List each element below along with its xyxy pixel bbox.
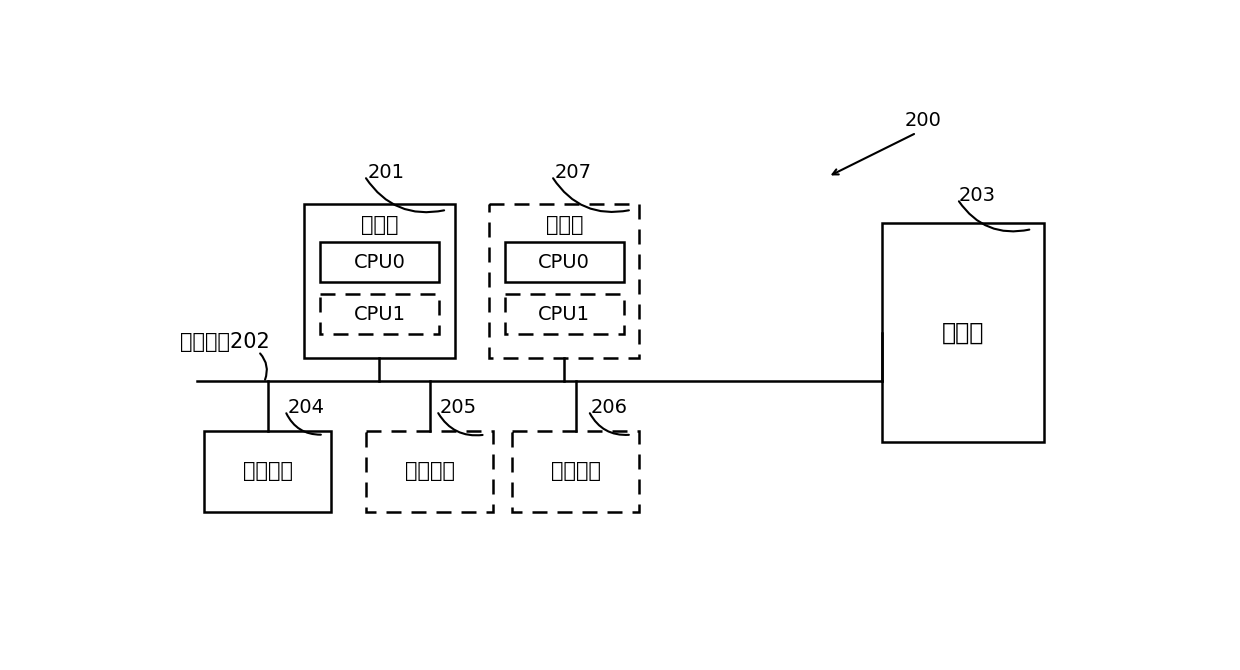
Bar: [882, 223, 1044, 442]
Text: 处理器: 处理器: [361, 215, 398, 235]
Text: 200: 200: [905, 111, 942, 130]
Text: CPU1: CPU1: [538, 305, 590, 324]
Text: 205: 205: [439, 398, 476, 417]
Text: 206: 206: [590, 398, 627, 417]
Text: 输入设备: 输入设备: [551, 461, 601, 481]
Bar: [320, 294, 439, 334]
Text: 201: 201: [367, 163, 404, 182]
Bar: [505, 294, 624, 334]
Bar: [512, 431, 640, 512]
Text: 203: 203: [959, 186, 996, 206]
Bar: [205, 431, 331, 512]
Text: 204: 204: [288, 398, 325, 417]
Bar: [505, 242, 624, 282]
Bar: [320, 242, 439, 282]
Text: 通信线路202: 通信线路202: [180, 332, 269, 352]
Text: 207: 207: [554, 163, 591, 182]
Text: CPU1: CPU1: [353, 305, 405, 324]
Bar: [366, 431, 494, 512]
Text: 处理器: 处理器: [546, 215, 583, 235]
Text: 通信接口: 通信接口: [243, 461, 293, 481]
Text: CPU0: CPU0: [353, 253, 405, 271]
Bar: [304, 204, 455, 358]
Text: 输出设备: 输出设备: [404, 461, 455, 481]
Text: CPU0: CPU0: [538, 253, 590, 271]
Bar: [490, 204, 640, 358]
Text: 存储器: 存储器: [941, 320, 983, 344]
